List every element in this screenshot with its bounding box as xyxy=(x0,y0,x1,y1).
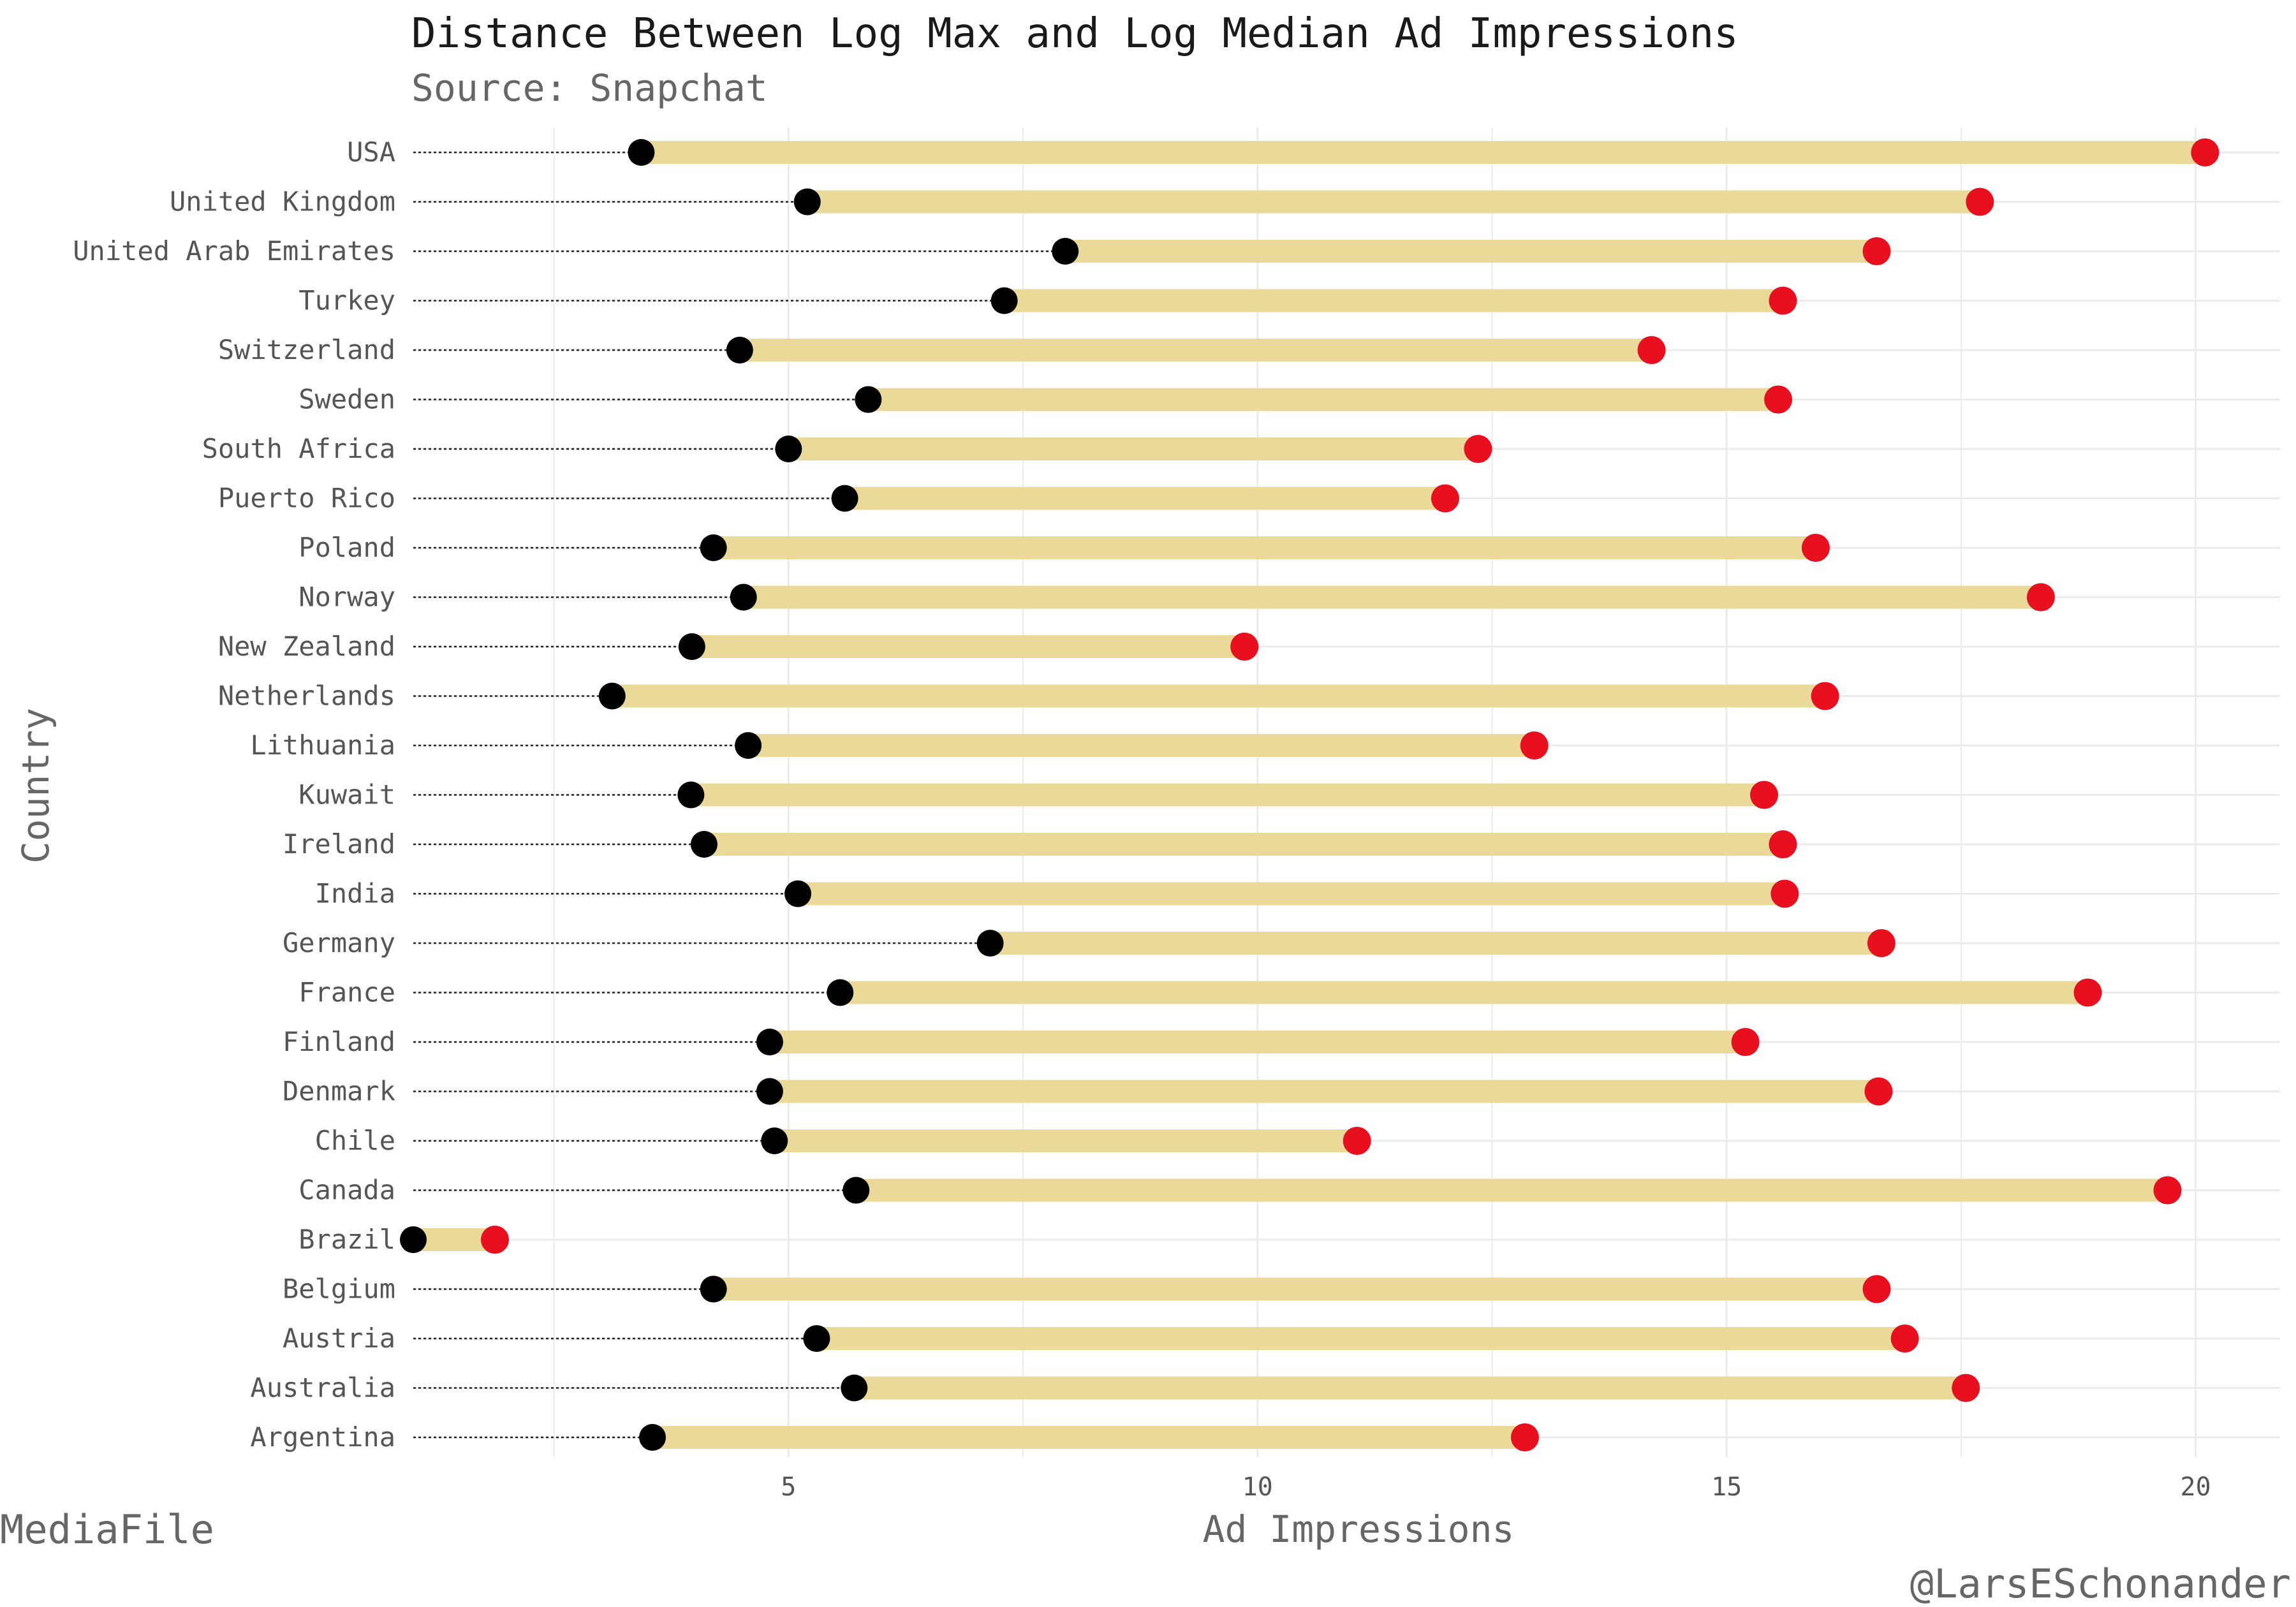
category-label: New Zealand xyxy=(218,631,395,662)
median-point xyxy=(598,682,626,710)
category-label: Australia xyxy=(250,1372,395,1404)
max-point xyxy=(2073,978,2102,1007)
category-labels: USA United Kingdom United Arab Emirates Tur… xyxy=(73,136,395,1453)
max-point xyxy=(1637,336,1666,364)
median-point xyxy=(841,1374,868,1402)
max-point xyxy=(1731,1028,1760,1056)
max-point xyxy=(1343,1127,1371,1155)
max-point xyxy=(2191,138,2219,166)
category-label: Kuwait xyxy=(298,779,395,811)
median-point xyxy=(976,930,1004,957)
category-label: Puerto Rico xyxy=(218,483,395,514)
x-tick-label: 20 xyxy=(2181,1472,2211,1502)
max-point xyxy=(1769,830,1797,858)
max-point xyxy=(1890,1324,1919,1353)
category-label: United Kingdom xyxy=(170,186,395,217)
median-point xyxy=(700,534,727,561)
median-point xyxy=(677,781,705,809)
median-point xyxy=(690,831,718,858)
max-point xyxy=(1862,237,1891,265)
category-label: USA xyxy=(347,136,395,168)
category-label: Sweden xyxy=(298,384,395,415)
x-tick-label: 15 xyxy=(1711,1472,1742,1502)
caption-right: @LarsESchonander xyxy=(1910,1560,2291,1607)
category-label: Austria xyxy=(283,1323,395,1354)
max-point xyxy=(1464,435,1492,463)
max-point xyxy=(1431,484,1459,513)
max-point xyxy=(1770,879,1799,908)
category-label: Chile xyxy=(315,1125,395,1156)
max-point xyxy=(1750,781,1779,809)
category-label: South Africa xyxy=(202,433,395,464)
median-point xyxy=(678,633,705,660)
median-point xyxy=(761,1127,788,1154)
median-point xyxy=(735,732,762,759)
median-point xyxy=(730,583,757,611)
category-label: Argentina xyxy=(250,1421,395,1453)
median-point xyxy=(827,979,854,1006)
median-point xyxy=(400,1226,427,1253)
max-point xyxy=(1764,385,1793,414)
median-point xyxy=(793,188,821,216)
max-point xyxy=(2153,1176,2182,1205)
category-label: Ireland xyxy=(283,828,395,860)
chart-title: Distance Between Log Max and Log Median … xyxy=(411,10,1739,57)
max-point xyxy=(1952,1374,1980,1402)
max-point xyxy=(1520,731,1549,759)
category-label: United Arab Emirates xyxy=(73,235,395,267)
max-point xyxy=(1230,633,1259,661)
category-label: Lithuania xyxy=(250,730,395,761)
median-point xyxy=(990,287,1018,314)
max-point xyxy=(2026,583,2055,612)
median-point xyxy=(639,1424,666,1451)
category-label: Poland xyxy=(298,532,395,563)
data-rows xyxy=(400,138,2219,1451)
median-point xyxy=(700,1275,727,1303)
max-point xyxy=(1510,1423,1539,1451)
category-label: Canada xyxy=(298,1175,395,1206)
category-label: Germany xyxy=(283,927,395,958)
category-label: Belgium xyxy=(283,1273,395,1305)
median-point xyxy=(775,436,802,462)
max-point xyxy=(1862,1275,1891,1303)
category-label: Finland xyxy=(283,1026,395,1057)
chart-subtitle: Source: Snapchat xyxy=(411,66,768,110)
median-point xyxy=(843,1177,870,1204)
median-point xyxy=(1052,238,1079,265)
median-point xyxy=(756,1078,783,1105)
category-label: Norway xyxy=(298,582,395,613)
median-point xyxy=(803,1325,830,1352)
max-point xyxy=(1811,682,1839,710)
category-label: Turkey xyxy=(298,285,395,316)
median-point xyxy=(726,337,753,363)
median-point xyxy=(756,1029,783,1055)
max-point xyxy=(1867,929,1895,957)
category-label: France xyxy=(298,977,395,1008)
x-axis-title: Ad Impressions xyxy=(1203,1508,1515,1551)
median-point xyxy=(784,880,812,907)
max-point xyxy=(1864,1077,1893,1106)
x-tick-label: 5 xyxy=(781,1472,796,1502)
category-label: Brazil xyxy=(298,1224,395,1255)
x-tick-label: 10 xyxy=(1242,1472,1273,1502)
max-point xyxy=(1966,187,1994,216)
category-label: Switzerland xyxy=(218,334,395,365)
x-axis-ticks: 5 10 15 20 xyxy=(781,1472,2211,1502)
max-point xyxy=(1769,286,1797,315)
category-label: Netherlands xyxy=(218,680,395,712)
category-label: Denmark xyxy=(283,1076,395,1107)
median-point xyxy=(831,485,858,512)
y-axis-title: Country xyxy=(14,708,57,863)
max-point xyxy=(1801,534,1830,562)
caption-left: MediaFile xyxy=(0,1506,214,1553)
category-label: India xyxy=(315,878,395,909)
max-point xyxy=(480,1226,509,1254)
median-point xyxy=(628,139,655,166)
median-point xyxy=(855,386,882,413)
